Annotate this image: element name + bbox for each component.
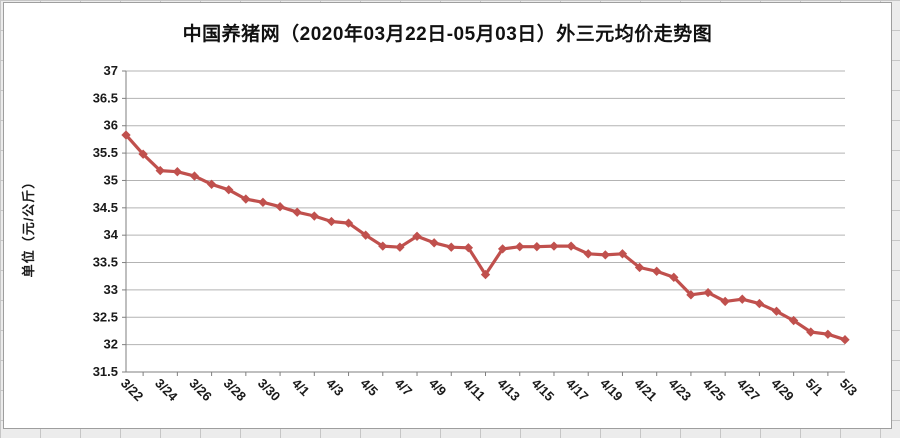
data-point-marker [840, 335, 850, 345]
data-point-marker [652, 266, 662, 276]
data-point-marker [378, 241, 388, 251]
x-axis-tick-label: 4/25 [700, 376, 729, 405]
x-axis-tick-label: 5/3 [837, 376, 860, 399]
x-axis-tick-label: 4/11 [460, 376, 488, 404]
x-axis-tick-label: 4/21 [631, 376, 660, 405]
x-axis-tick-label: 4/15 [529, 376, 558, 405]
x-axis-tick-label: 5/1 [803, 376, 826, 399]
data-point-marker [412, 231, 422, 241]
data-point-marker [754, 298, 765, 309]
x-axis-tick-label: 3/26 [186, 376, 215, 405]
y-axis-tick-label: 35.5 [93, 145, 118, 160]
data-point-marker [275, 202, 285, 212]
y-axis-tick-label: 33.5 [93, 255, 118, 270]
x-axis-tick-label: 4/5 [358, 376, 381, 399]
data-point-marker [532, 242, 542, 252]
data-point-marker [121, 130, 131, 140]
x-axis-tick-label: 3/28 [221, 376, 250, 405]
data-point-marker [309, 211, 319, 221]
x-axis-tick-label: 3/22 [118, 376, 147, 405]
y-axis-tick-label: 34.5 [93, 200, 118, 215]
y-axis-tick-label: 34 [104, 227, 119, 242]
chart-title: 中国养猪网（2020年03月22日-05月03日）外三元均价走势图 [182, 24, 713, 45]
data-point-marker [138, 149, 148, 159]
data-point-marker [189, 171, 200, 181]
x-axis-tick-label: 3/24 [152, 376, 181, 405]
data-point-marker [172, 167, 183, 177]
data-point-marker [343, 218, 354, 228]
data-point-marker [292, 207, 302, 217]
data-point-marker [703, 287, 713, 298]
data-point-marker [583, 249, 593, 259]
y-axis-tick-label: 32.5 [93, 309, 118, 324]
y-axis-tick-label: 33 [104, 282, 118, 297]
data-point-marker [206, 179, 217, 189]
data-point-marker [771, 306, 782, 316]
y-axis-tick-label: 31.5 [93, 364, 118, 379]
data-point-marker [480, 269, 491, 280]
data-point-marker [720, 296, 730, 307]
x-axis-tick-label: 4/27 [734, 376, 763, 405]
y-axis-tick-label: 32 [104, 337, 118, 352]
x-axis-tick-label: 4/13 [494, 376, 523, 405]
x-axis-tick-label: 4/7 [392, 376, 415, 399]
data-point-marker [429, 238, 439, 248]
y-axis-tick-label: 35 [104, 172, 118, 187]
x-axis-tick-label: 4/1 [289, 376, 312, 399]
data-point-marker [515, 242, 525, 252]
plot-area: 31.5 32 32.5 33 33.5 34 34.5 35 35.5 36 36.5 37 3/22… [93, 63, 861, 405]
data-point-marker [360, 230, 371, 240]
data-point-marker [686, 290, 696, 300]
data-point-marker [823, 329, 833, 339]
price-line [124, 133, 847, 342]
data-point-marker [617, 249, 628, 259]
data-point-marker [224, 185, 234, 195]
x-axis-tick-label: 4/3 [323, 376, 346, 399]
data-point-marker [258, 197, 268, 208]
y-axis-tick-label: 37 [104, 63, 118, 78]
x-axis-tick-label: 4/9 [426, 376, 449, 399]
data-point-marker [241, 194, 251, 204]
data-point-marker [669, 272, 679, 282]
data-point-marker [566, 241, 576, 251]
data-point-marker [155, 165, 165, 176]
data-point-marker [497, 244, 508, 254]
data-point-marker [549, 241, 559, 251]
y-axis-tick-label: 36.5 [93, 90, 118, 105]
chart-canvas: 中国养猪网（2020年03月22日-05月03日）外三元均价走势图 单位（元/公… [3, 2, 892, 429]
data-point-marker [395, 242, 405, 252]
data-point-marker [737, 294, 747, 304]
y-axis-tick-label: 36 [104, 118, 118, 133]
data-point-marker [446, 242, 456, 252]
data-point-marker [600, 250, 611, 260]
x-axis-tick-label: 4/29 [768, 376, 797, 405]
x-axis-tick-label: 4/17 [563, 376, 592, 405]
x-axis-tick-label: 4/19 [597, 376, 626, 405]
data-point-marker [326, 216, 337, 227]
x-axis-tick-label: 4/23 [666, 376, 695, 405]
data-point-marker [463, 243, 474, 253]
x-axis-tick-label: 3/30 [255, 376, 284, 405]
